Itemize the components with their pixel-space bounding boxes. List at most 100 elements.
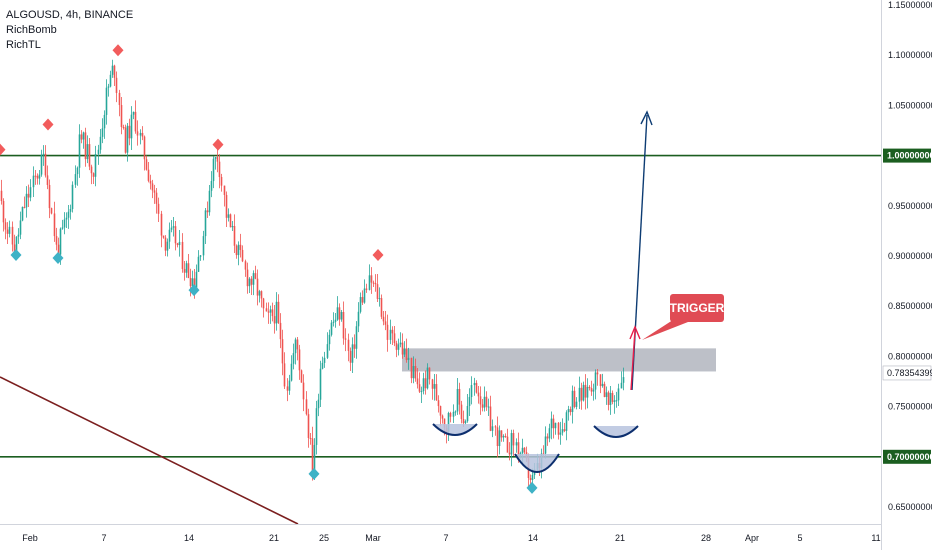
- candle-body-13: [27, 193, 30, 198]
- candle-body-189: [397, 344, 400, 350]
- candle-body-150: [315, 408, 318, 445]
- candle-body-134: [281, 339, 284, 364]
- price-axis-panel: [881, 0, 932, 550]
- candle-body-52: [109, 74, 112, 87]
- candle-body-237: [498, 430, 501, 447]
- candle-body-218: [458, 388, 461, 405]
- candle-body-138: [290, 363, 293, 381]
- candle-body-245: [515, 442, 518, 446]
- candle-body-225: [473, 382, 476, 386]
- candle-body-105: [220, 177, 223, 186]
- price-tag-0: 1.00000000: [887, 151, 932, 161]
- candle-body-34: [71, 184, 74, 210]
- candle-body-12: [25, 193, 28, 208]
- candle-body-159: [334, 319, 337, 322]
- candle-body-290: [609, 392, 612, 405]
- candle-body-21: [44, 153, 47, 176]
- candle-body-136: [286, 386, 289, 391]
- candle-body-91: [191, 278, 194, 287]
- candle-body-229: [481, 404, 484, 408]
- price-tick-1: 1.10000000: [888, 50, 932, 60]
- candle-body-285: [599, 374, 602, 387]
- candle-body-115: [241, 249, 244, 262]
- candle-body-3: [6, 229, 9, 234]
- candle-body-208: [437, 400, 440, 407]
- candle-body-85: [178, 241, 181, 246]
- candle-body-197: [414, 366, 417, 379]
- candle-body-182: [382, 316, 385, 322]
- candle-body-147: [309, 437, 312, 439]
- candle-body-246: [517, 442, 520, 456]
- candle-body-20: [42, 153, 45, 155]
- candle-body-75: [157, 203, 160, 214]
- candle-body-65: [136, 131, 139, 136]
- candle-body-29: [61, 227, 64, 229]
- candle-body-112: [235, 245, 238, 256]
- candle-body-50: [105, 87, 108, 115]
- candle-body-90: [189, 278, 192, 287]
- candle-body-173: [363, 288, 366, 303]
- candle-body-17: [36, 175, 39, 179]
- candle-body-295: [620, 382, 623, 389]
- candle-body-69: [145, 159, 148, 170]
- candles: [0, 59, 625, 492]
- candle-body-166: [349, 350, 352, 363]
- candle-body-244: [512, 433, 515, 446]
- candle-body-156: [328, 334, 331, 345]
- candle-body-18: [38, 174, 41, 179]
- candle-body-204: [428, 367, 431, 380]
- candle-body-243: [510, 433, 513, 455]
- candle-body-291: [611, 392, 614, 402]
- candle-body-102: [214, 157, 217, 159]
- candle-body-249: [523, 447, 526, 453]
- date-tick-4: 25: [319, 533, 329, 543]
- candle-body-207: [435, 384, 438, 401]
- candle-body-40: [84, 132, 87, 160]
- candle-body-148: [311, 438, 314, 473]
- trigger-label-text: TRIGGER: [670, 301, 725, 315]
- candle-body-149: [313, 444, 316, 473]
- candle-body-93: [195, 271, 198, 288]
- cup-left-shoulder-outline: [432, 423, 478, 436]
- candle-body-80: [168, 229, 171, 242]
- candle-body-7: [15, 236, 18, 256]
- candle-body-248: [521, 447, 524, 454]
- candle-body-64: [134, 111, 137, 132]
- price-tick-2: 1.05000000: [888, 100, 932, 110]
- candle-body-252: [529, 478, 532, 480]
- candle-body-87: [183, 268, 186, 273]
- candle-body-31: [65, 217, 68, 220]
- candle-body-279: [586, 386, 589, 398]
- bottom-signal-diamond-2: [188, 284, 200, 297]
- candle-body-294: [617, 388, 620, 401]
- candle-body-281: [590, 387, 593, 392]
- candle-body-51: [107, 86, 110, 88]
- candle-body-82: [172, 226, 175, 228]
- candle-body-81: [170, 227, 173, 230]
- top-signal-diamond-1: [42, 118, 54, 131]
- candle-body-130: [273, 316, 276, 324]
- candle-body-240: [504, 436, 507, 438]
- candle-body-233: [489, 406, 492, 431]
- candle-body-1: [2, 201, 5, 223]
- candle-body-234: [491, 426, 494, 431]
- price-tick-0: 1.15000000: [888, 0, 932, 10]
- candle-body-186: [391, 329, 394, 334]
- candle-body-170: [357, 311, 360, 327]
- candle-body-24: [50, 208, 53, 214]
- candle-body-184: [386, 324, 389, 340]
- candle-body-56: [118, 92, 121, 106]
- candle-body-47: [99, 136, 102, 150]
- candle-body-77: [162, 235, 165, 238]
- resistance-zone: [402, 348, 716, 372]
- candle-body-239: [502, 436, 505, 438]
- candle-body-72: [151, 183, 154, 191]
- candle-body-129: [271, 309, 274, 317]
- candle-body-119: [250, 278, 253, 285]
- candle-body-271: [569, 409, 572, 413]
- bottom-signal-diamond-1: [52, 251, 64, 264]
- candle-body-164: [344, 338, 347, 340]
- candle-body-264: [554, 422, 557, 429]
- candle-body-288: [605, 392, 608, 397]
